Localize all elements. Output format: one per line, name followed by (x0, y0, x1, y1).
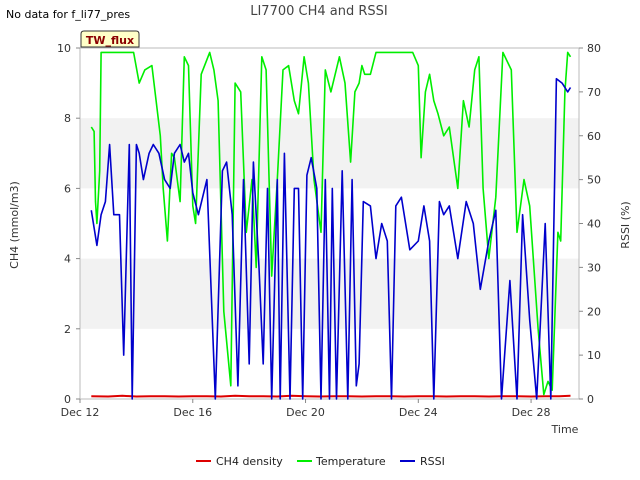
legend-label-temperature: Temperature (315, 455, 386, 468)
y-tick-label: 10 (57, 42, 71, 55)
badge-label: TW_flux (86, 34, 134, 47)
y-tick-label: 0 (64, 393, 71, 406)
x-tick-label: Dec 16 (173, 406, 212, 419)
y-tick-label: 4 (64, 253, 71, 266)
series-line-ch4-density (91, 394, 571, 398)
y-axis-right-title: RSSI (%) (619, 201, 632, 248)
y2-tick-label: 20 (587, 305, 601, 318)
chart-title: LI7700 CH4 and RSSI (250, 4, 388, 19)
series-line-rssi (90, 77, 572, 400)
y-axis-left-ticks: 0 2 4 6 8 10 (57, 42, 80, 406)
x-tick-label: Dec 12 (61, 406, 100, 419)
y-tick-label: 6 (64, 182, 71, 195)
legend-label-ch4: CH4 density (216, 455, 283, 468)
y2-tick-label: 50 (587, 174, 601, 187)
y-tick-label: 8 (64, 112, 71, 125)
plot-background-bands (80, 118, 579, 329)
legend: CH4 density Temperature RSSI (196, 455, 445, 468)
y2-tick-label: 40 (587, 218, 601, 231)
y2-tick-label: 0 (587, 393, 594, 406)
y2-tick-label: 60 (587, 130, 601, 143)
x-axis-ticks: Dec 12 Dec 16 Dec 20 Dec 24 Dec 28 (61, 399, 551, 419)
y-tick-label: 2 (64, 323, 71, 336)
y-axis-left-title: CH4 (mmol/m3) (8, 181, 21, 269)
no-data-notice: No data for f_li77_pres (6, 8, 130, 21)
plot-band-0 (80, 258, 579, 329)
legend-label-rssi: RSSI (420, 455, 445, 468)
x-tick-label: Dec 28 (512, 406, 551, 419)
y-axis-right-ticks: 0 10 20 30 40 50 60 70 80 (579, 42, 601, 406)
y2-tick-label: 10 (587, 349, 601, 362)
y2-tick-label: 80 (587, 42, 601, 55)
tw-flux-badge: TW_flux (80, 30, 140, 48)
x-tick-label: Dec 24 (399, 406, 438, 419)
x-tick-label: Dec 20 (286, 406, 325, 419)
y2-tick-label: 30 (587, 261, 601, 274)
badge-background (80, 30, 140, 48)
series-layer (90, 51, 572, 400)
plot-band-1 (80, 118, 579, 189)
x-axis-title: Time (551, 423, 579, 436)
y2-tick-label: 70 (587, 86, 601, 99)
